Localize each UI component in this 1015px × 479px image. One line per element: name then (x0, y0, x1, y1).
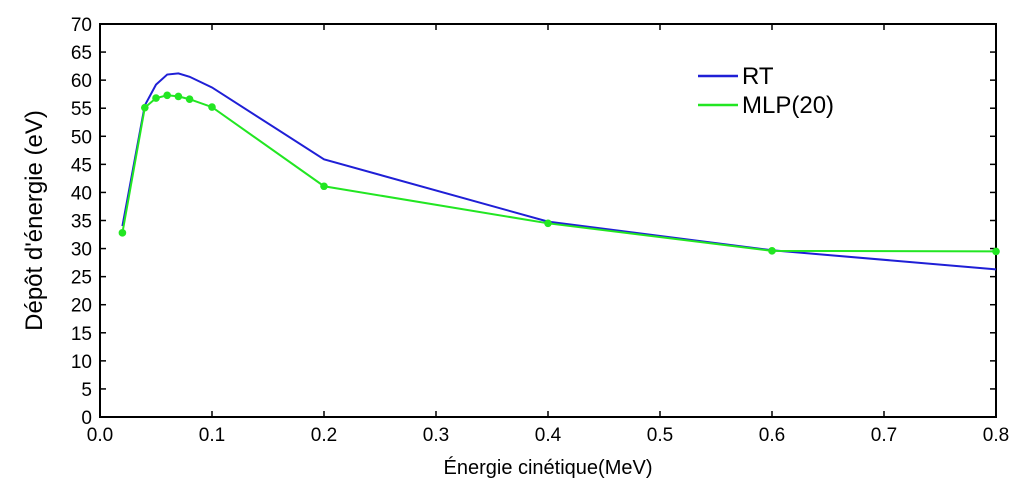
y-tick-label: 5 (81, 380, 92, 401)
y-tick-label: 60 (71, 71, 92, 92)
y-tick-label: 20 (71, 296, 92, 317)
y-tick-label: 65 (71, 43, 92, 64)
data-point (992, 247, 1000, 256)
ticks: 0.0 0.1 0.2 0.3 0.4 0.5 0.6 0.7 0.8 0 5 10 15 20 25 30 3… (71, 15, 1009, 446)
y-tick-label: 15 (71, 324, 92, 345)
x-axis-title: Énergie cinétique(MeV) (444, 456, 653, 479)
y-tick-label: 30 (71, 240, 92, 261)
y-tick-label: 40 (71, 183, 92, 204)
series-mlp (118, 91, 1000, 256)
y-tick-label: 55 (71, 99, 92, 120)
data-point (208, 103, 216, 111)
y-tick-label: 50 (71, 127, 92, 148)
x-tick-label: 0.6 (759, 425, 785, 446)
y-axis-title: Dépôt d'énergie (eV) (21, 110, 48, 331)
y-tick-label: 35 (71, 212, 92, 233)
data-point (768, 247, 776, 255)
x-tick-label: 0.8 (983, 425, 1009, 446)
x-tick-label: 0.2 (311, 425, 337, 446)
data-point (174, 92, 183, 101)
y-tick-label: 10 (71, 352, 92, 373)
x-tick-label: 0.5 (647, 425, 673, 446)
x-tick-label: 0.0 (87, 425, 113, 446)
y-tick-label: 0 (81, 408, 92, 429)
data-point (118, 229, 127, 237)
data-point (185, 95, 194, 104)
y-tick-label: 45 (71, 155, 92, 176)
series-line (121, 94, 997, 253)
data-point (320, 182, 328, 191)
data-point (163, 91, 171, 100)
y-tick-label: 70 (71, 15, 92, 36)
series-line (121, 72, 997, 271)
y-tick-label: 25 (71, 268, 92, 289)
legend-label: MLP(20) (742, 92, 834, 119)
x-tick-label: 0.1 (199, 425, 225, 446)
x-tick-label: 0.4 (535, 425, 562, 446)
legend-label: RT (742, 63, 774, 90)
x-tick-label: 0.3 (423, 425, 449, 446)
x-tick-label: 0.7 (871, 425, 897, 446)
data-point (152, 94, 160, 102)
series-rt (121, 72, 997, 271)
series-layer (118, 72, 1000, 271)
data-point (544, 219, 552, 228)
data-point (141, 103, 149, 112)
